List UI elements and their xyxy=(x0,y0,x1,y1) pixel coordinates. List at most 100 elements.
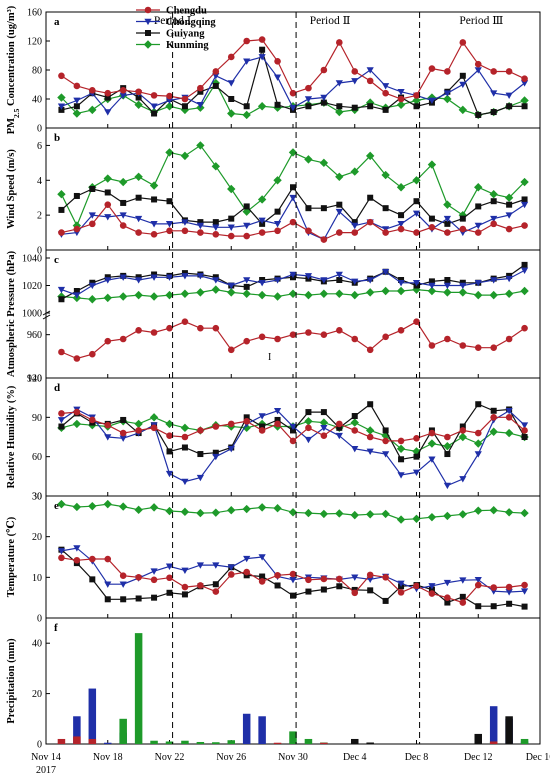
y-axis-label: Atmospheric Pressure (hPa) xyxy=(6,250,17,377)
kunming-point xyxy=(319,289,329,298)
y-tick-label: 960 xyxy=(27,330,42,341)
chengdu-point xyxy=(397,95,405,103)
kunming-point xyxy=(134,290,143,300)
guiyang-point xyxy=(506,600,513,607)
kunming-point xyxy=(227,288,236,297)
chengdu-point xyxy=(320,66,328,74)
chongqing-point xyxy=(397,279,405,287)
chengdu-point xyxy=(305,424,312,432)
kunming-point xyxy=(88,105,97,115)
panel-letter: a xyxy=(54,16,60,28)
chengdu-point xyxy=(119,87,127,94)
x-tick-label: Nov 26 xyxy=(216,752,246,763)
x-tick-label: Dec 8 xyxy=(405,752,429,763)
y-tick-label: 80 xyxy=(32,66,42,77)
guiyang-point xyxy=(475,401,482,408)
chengdu-point xyxy=(351,427,359,434)
guiyang-bar xyxy=(505,716,513,744)
chengdu-point xyxy=(474,581,482,589)
kunming-point xyxy=(458,105,468,115)
kunming-point xyxy=(443,94,452,104)
chengdu-point xyxy=(382,333,389,341)
guiyang-point xyxy=(382,205,389,212)
kunming-point xyxy=(165,102,174,111)
chengdu-point xyxy=(89,555,96,563)
chongqing-point xyxy=(273,407,282,415)
chengdu-point xyxy=(243,232,250,240)
panel-b: 0 2 4 6 Wind Speed (m/s) b xyxy=(6,127,541,257)
guiyang-point xyxy=(490,198,497,205)
guiyang-point xyxy=(367,401,374,408)
chengdu-point xyxy=(305,227,312,235)
guiyang-point xyxy=(135,194,142,201)
chengdu-point xyxy=(181,318,189,325)
chongqing-point xyxy=(57,548,66,555)
chengdu-point xyxy=(212,588,220,595)
chengdu-point xyxy=(212,68,220,75)
chongqing-point xyxy=(304,273,313,280)
chengdu-point xyxy=(166,92,173,100)
chengdu-point xyxy=(119,572,127,580)
panel-letter: d xyxy=(54,382,60,394)
chongqing-point xyxy=(382,451,390,458)
y-tick-label: 160 xyxy=(27,8,42,19)
guiyang-point xyxy=(521,103,528,110)
chengdu-point xyxy=(413,435,420,442)
chengdu-point xyxy=(166,227,173,235)
guiyang-point xyxy=(104,189,111,196)
chongqing-line xyxy=(61,547,525,593)
kunming-point xyxy=(365,426,375,435)
guiyang-point xyxy=(58,296,65,303)
chongqing-point xyxy=(289,271,297,279)
kunming-point xyxy=(520,286,529,296)
chongqing-point xyxy=(243,277,251,284)
chongqing-point xyxy=(520,267,529,274)
chengdu-point xyxy=(428,224,436,231)
guiyang-point xyxy=(506,103,513,110)
guiyang-point xyxy=(428,278,435,285)
kunming-point xyxy=(335,172,344,181)
chongqing-point xyxy=(273,74,282,81)
chengdu-point xyxy=(474,429,482,437)
guiyang-point xyxy=(151,594,158,601)
y-tick-label: 30 xyxy=(32,492,42,503)
chengdu-point xyxy=(444,68,451,75)
x-tick-label: Dec 16 xyxy=(526,752,550,763)
guiyang-point xyxy=(120,199,127,206)
chengdu-bars xyxy=(57,736,498,744)
chongqing-point xyxy=(212,453,220,461)
chongqing-point xyxy=(474,576,482,584)
chongqing-point xyxy=(335,271,343,279)
kunming-point xyxy=(489,290,498,300)
guiyang-bars xyxy=(351,716,513,744)
y-tick-label: 90 xyxy=(32,413,42,424)
guiyang-point xyxy=(490,407,497,414)
kunming-point xyxy=(474,506,483,515)
chengdu-point xyxy=(366,77,374,85)
chengdu-point xyxy=(197,427,204,434)
kunming-point xyxy=(118,177,128,187)
chengdu-point xyxy=(73,355,81,362)
guiyang-point xyxy=(212,449,219,456)
guiyang-point xyxy=(197,88,204,95)
chongqing-point xyxy=(227,224,235,231)
kunming-bar xyxy=(196,741,205,744)
guiyang-point xyxy=(120,416,127,423)
kunming-point xyxy=(227,184,236,194)
guiyang-point xyxy=(259,423,266,430)
chongqing-bar xyxy=(88,688,97,744)
kunming-point xyxy=(365,151,375,161)
kunming-point xyxy=(489,506,498,515)
guiyang-point xyxy=(228,96,235,102)
chengdu-point xyxy=(181,95,189,103)
chengdu-point xyxy=(274,335,281,343)
chengdu-point xyxy=(227,53,235,61)
kunming-series xyxy=(57,499,529,524)
kunming-point xyxy=(335,107,344,117)
chongqing-point xyxy=(104,109,112,116)
guiyang-point xyxy=(367,587,374,594)
guiyang-point xyxy=(243,283,250,290)
panel-letter: c xyxy=(54,254,59,266)
chengdu-point xyxy=(197,324,204,332)
chongqing-point xyxy=(181,273,189,280)
